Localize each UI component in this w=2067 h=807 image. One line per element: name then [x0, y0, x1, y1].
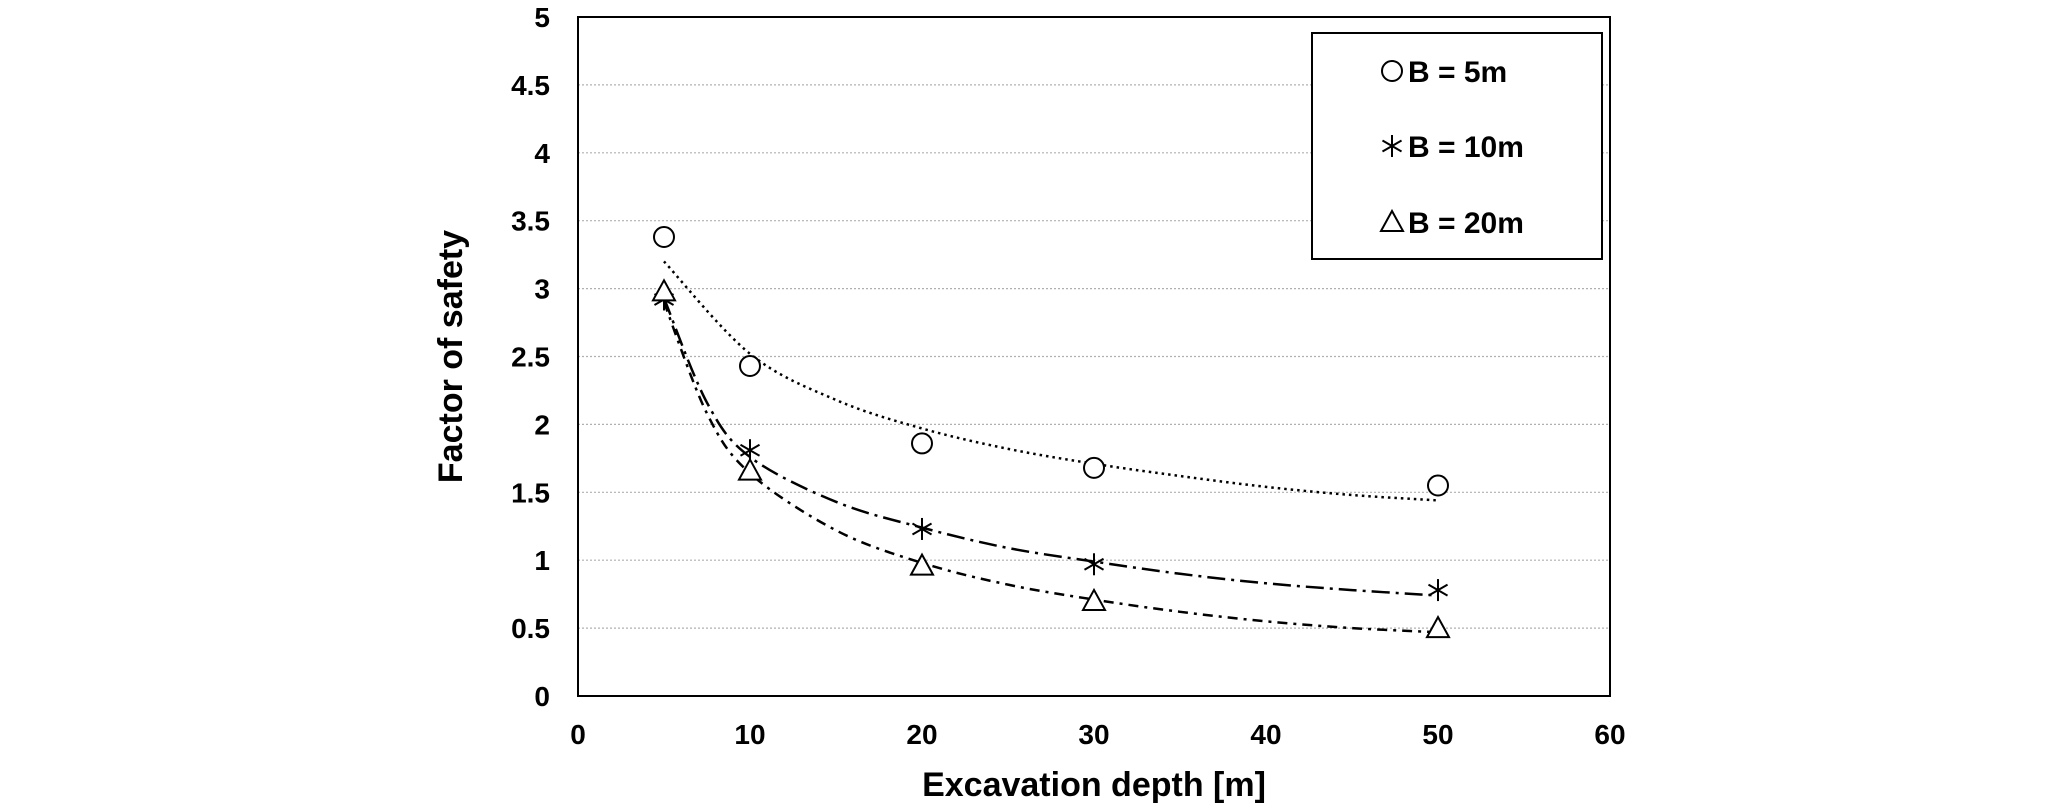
trend-line-series-2 — [662, 301, 1439, 634]
legend: B = 5m B = 10m B = 20m — [1311, 32, 1603, 260]
trend-line-series-1 — [662, 297, 1439, 597]
legend-marker — [1381, 135, 1403, 157]
y-tick-label: 0.5 — [511, 613, 550, 644]
y-tick-label: 4.5 — [511, 70, 550, 101]
trend-line-series-0 — [663, 260, 1439, 502]
y-tick-label: 2.5 — [511, 342, 550, 373]
data-point-series-2 — [1081, 587, 1107, 611]
y-tick-label: 1 — [534, 545, 550, 576]
x-tick-label: 30 — [1078, 719, 1109, 750]
data-point-series-2 — [909, 552, 935, 576]
legend-item: B = 10m — [1381, 131, 1524, 164]
legend-marker — [1379, 208, 1405, 232]
data-point-series-0 — [911, 432, 933, 455]
data-point-series-1 — [1427, 579, 1449, 602]
legend-item: B = 5m — [1381, 56, 1507, 89]
data-point-series-0 — [653, 225, 675, 248]
plot-frame — [577, 16, 1611, 697]
x-tick-label: 0 — [570, 719, 586, 750]
y-tick-label: 0 — [534, 681, 550, 712]
x-tick-label: 20 — [906, 719, 937, 750]
data-point-series-1 — [1083, 553, 1105, 576]
y-tick-label: 5 — [534, 2, 550, 33]
y-tick-label: 3 — [534, 274, 550, 305]
data-point-series-2 — [1425, 615, 1451, 639]
legend-box — [1311, 32, 1603, 260]
x-axis-title: Excavation depth [m] — [922, 766, 1266, 804]
legend-label: B = 20m — [1408, 207, 1524, 240]
data-point-series-0 — [1427, 474, 1449, 497]
data-point-series-2 — [651, 278, 677, 302]
y-tick-label: 4 — [534, 138, 550, 169]
legend-item: B = 20m — [1379, 207, 1524, 240]
x-tick-label: 60 — [1594, 719, 1625, 750]
x-tick-label: 10 — [734, 719, 765, 750]
legend-label: B = 10m — [1408, 131, 1524, 164]
y-tick-label: 3.5 — [511, 206, 550, 237]
y-tick-label: 1.5 — [511, 477, 550, 508]
data-point-series-0 — [1083, 456, 1105, 479]
legend-label: B = 5m — [1408, 56, 1507, 89]
x-tick-label: 50 — [1422, 719, 1453, 750]
data-point-series-0 — [739, 355, 761, 378]
y-tick-label: 2 — [534, 409, 550, 440]
data-point-series-1 — [911, 517, 933, 540]
legend-marker — [1381, 60, 1403, 82]
data-point-series-2 — [737, 457, 763, 481]
y-axis-title: Factor of safety — [432, 230, 470, 483]
data-markers — [651, 225, 1451, 639]
trend-lines — [662, 260, 1439, 634]
tick-labels: 00.511.522.533.544.550 10 20 30 40 50 60 — [511, 2, 1626, 750]
x-tick-label: 40 — [1250, 719, 1281, 750]
